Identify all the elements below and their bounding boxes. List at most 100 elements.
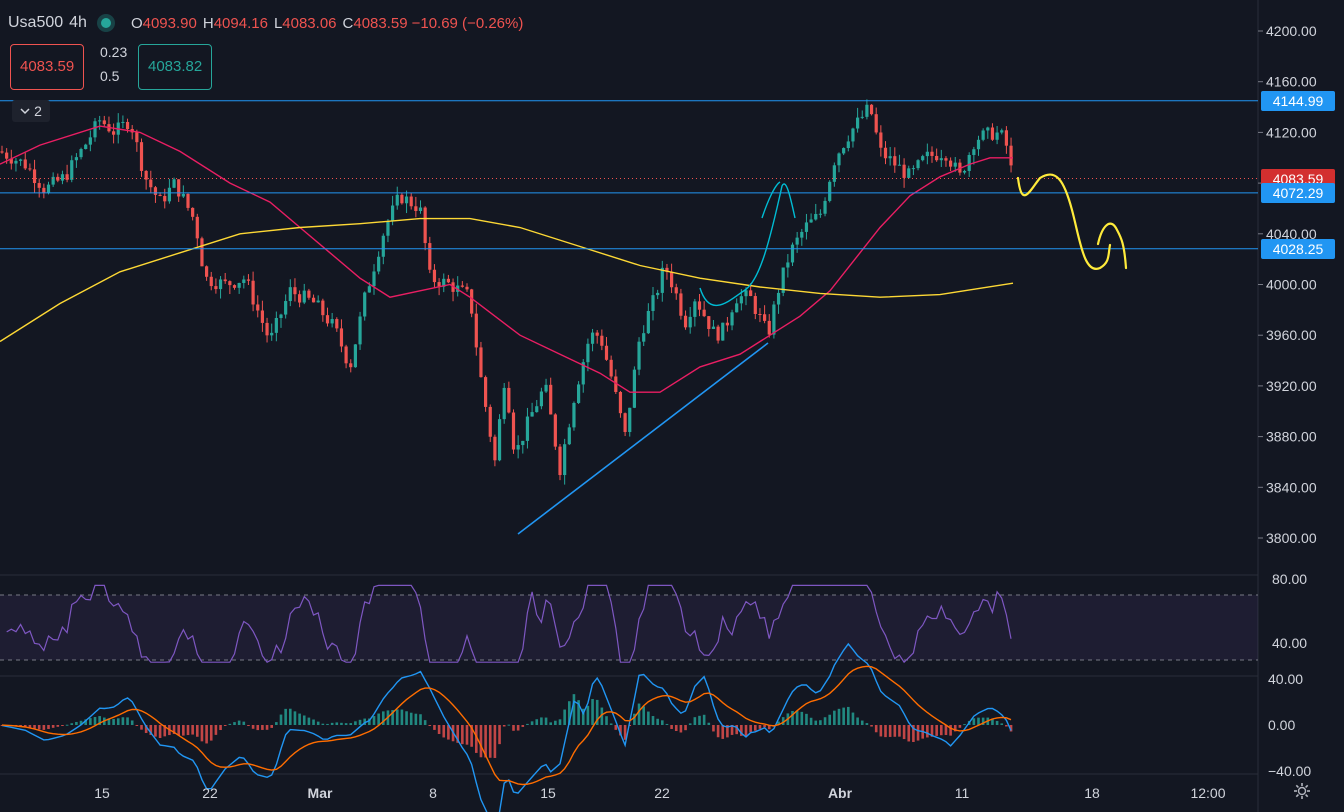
price-pane[interactable] xyxy=(0,99,1258,535)
candle-body xyxy=(353,344,357,368)
macd-bar xyxy=(884,725,887,738)
candle-body xyxy=(595,332,599,336)
candle-body xyxy=(739,296,743,304)
candle-body xyxy=(716,326,720,341)
candle-body xyxy=(600,335,604,346)
candle-body xyxy=(856,117,860,129)
time-tick-label: 12:00 xyxy=(1190,785,1225,801)
macd-bar xyxy=(1009,725,1013,732)
macd-bar xyxy=(488,725,492,758)
macd-bar xyxy=(637,703,641,725)
macd-bar xyxy=(902,725,906,740)
low-label: L xyxy=(273,14,283,32)
candle-body xyxy=(46,184,51,193)
candle-body xyxy=(869,104,874,115)
candle-body xyxy=(153,187,158,195)
macd-bar xyxy=(926,725,929,738)
rsi-pane[interactable] xyxy=(0,584,1258,664)
macd-bar xyxy=(995,720,999,725)
price-level-tag[interactable]: 4072.29 xyxy=(1261,182,1335,203)
candle-body xyxy=(688,316,692,328)
macd-bar xyxy=(163,725,167,737)
candle-body xyxy=(42,187,46,193)
candle-body xyxy=(888,156,892,159)
candle-body xyxy=(572,402,576,428)
macd-bar xyxy=(805,713,808,725)
time-axis[interactable]: 15 22 Mar 8 15 22 Abr 11 18 12:00 xyxy=(94,785,1226,801)
collapse-indicators-button[interactable]: 2 xyxy=(12,100,50,122)
macd-bar xyxy=(795,710,799,725)
symbol-name[interactable]: Usa500 xyxy=(8,14,64,31)
macd-bar xyxy=(284,708,287,725)
close-label: C xyxy=(342,14,354,32)
macd-bar xyxy=(549,722,552,725)
macd-bar xyxy=(395,709,399,725)
candle-body xyxy=(767,320,771,335)
candle-body xyxy=(391,205,395,222)
candle-body xyxy=(618,391,623,414)
price-level-tag[interactable]: 4144.99 xyxy=(1261,90,1335,111)
candle-body xyxy=(172,179,176,188)
macd-bar xyxy=(856,717,859,725)
candle-body xyxy=(330,319,334,324)
macd-bar xyxy=(98,716,101,725)
candle-body xyxy=(763,314,767,321)
macd-bar xyxy=(89,718,92,725)
candle-body xyxy=(381,235,385,257)
legend-header: Usa500 4h O 4093.90 H 4094.16 L 4083.06 C 40… xyxy=(8,14,527,32)
macd-bar xyxy=(744,725,748,737)
macd-bar xyxy=(456,725,459,743)
macd-bar xyxy=(65,724,69,726)
macd-bar xyxy=(442,725,446,738)
macd-bar xyxy=(721,725,725,739)
candle-body xyxy=(962,170,967,173)
macd-bar xyxy=(363,718,366,725)
candle-body xyxy=(758,313,762,315)
candle-body xyxy=(730,312,734,326)
candle-body xyxy=(428,243,432,270)
candle-body xyxy=(502,387,506,420)
macd-bar xyxy=(944,725,948,735)
price-level-tag[interactable]: 4028.25 xyxy=(1261,238,1335,259)
macd-bar xyxy=(930,725,934,737)
candle-body xyxy=(521,440,525,446)
macd-bar xyxy=(423,720,427,725)
candle-body xyxy=(990,127,995,140)
macd-bar xyxy=(340,722,343,725)
macd-bar xyxy=(242,721,246,725)
macd-bar xyxy=(135,725,139,726)
macd-bar xyxy=(586,705,590,725)
high-value: 4094.16 xyxy=(213,14,268,32)
macd-pane[interactable] xyxy=(0,642,1013,812)
freehand-drawing xyxy=(1016,173,1112,270)
time-tick-label: 15 xyxy=(540,785,556,801)
macd-bar xyxy=(344,723,348,725)
macd-bar xyxy=(977,717,980,725)
candle-body xyxy=(623,413,627,433)
candle-body xyxy=(832,165,836,182)
lot-size-value[interactable]: 0.5 xyxy=(96,68,124,84)
candle-body xyxy=(237,282,241,288)
macd-bar xyxy=(140,725,143,730)
candle-body xyxy=(860,116,864,118)
candle-body xyxy=(986,127,990,131)
rsi-tick-label: 40.00 xyxy=(1272,635,1307,651)
candle-body xyxy=(270,332,274,336)
macd-bar xyxy=(316,721,320,725)
macd-bar xyxy=(330,722,334,725)
macd-bar xyxy=(670,725,673,729)
macd-bar xyxy=(209,725,213,741)
gear-icon[interactable] xyxy=(1292,781,1312,801)
macd-bar xyxy=(33,725,36,729)
macd-bar xyxy=(791,711,794,725)
candle-body xyxy=(223,279,227,282)
candle-body xyxy=(260,310,264,323)
macd-bar xyxy=(270,725,273,728)
sell-button[interactable]: 4083.59 xyxy=(10,44,85,90)
macd-bar xyxy=(419,714,422,725)
macd-bar xyxy=(409,712,413,725)
timeframe-label[interactable]: 4h xyxy=(69,14,87,31)
buy-button[interactable]: 4083.82 xyxy=(138,44,213,90)
macd-bar xyxy=(23,725,27,727)
